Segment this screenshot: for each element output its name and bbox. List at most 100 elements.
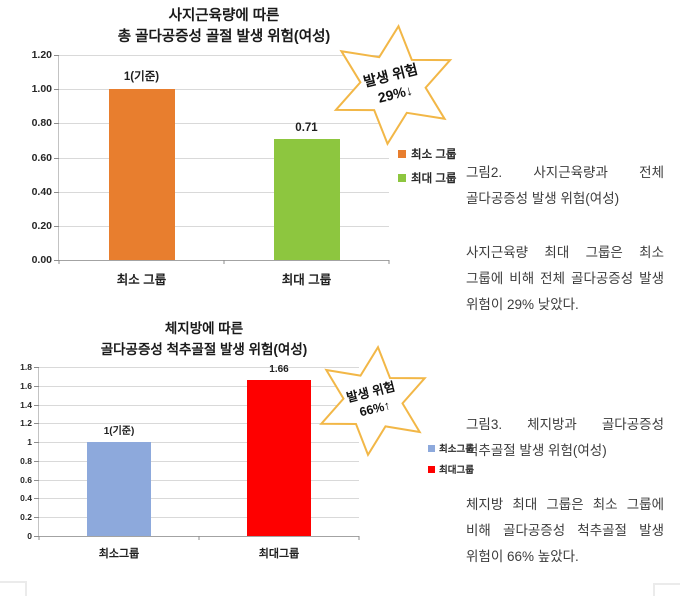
x-axis-tick xyxy=(38,536,40,540)
y-axis-label: 1.2 xyxy=(20,418,32,429)
chart1-title: 사지근육량에 따른 총 골다공증성 골절 발생 위험(여성) xyxy=(58,6,390,48)
y-axis-tick xyxy=(34,404,39,406)
legend-label-max: 최대그룹 xyxy=(439,465,474,476)
starburst-icon xyxy=(319,345,427,457)
gridline xyxy=(39,498,359,500)
bar-최소그룹 xyxy=(87,442,151,536)
figure3-caption-block: 그림3. 체지방과 골다공증성 척추골절 발생 위험(여성) 체지방 최대 그룹… xyxy=(466,412,664,570)
chart2-title: 체지방에 따른 골다공증성 척추골절 발생 위험(여성) xyxy=(38,318,370,360)
chart1-title-line2: 총 골다공증성 골절 발생 위험(여성) xyxy=(117,29,331,45)
bar-최대그룹 xyxy=(247,380,311,536)
y-axis-tick xyxy=(54,55,59,56)
y-axis-tick xyxy=(34,442,39,444)
figure2-caption-block: 그림2. 사지근육량과 전체 골다공증성 발생 위험(여성) 사지근육량 최대 … xyxy=(466,160,664,318)
legend-label-min: 최소 그룹 xyxy=(411,149,457,161)
gridline xyxy=(59,55,389,56)
gridline xyxy=(59,123,389,125)
table-cell-corner-right xyxy=(653,583,680,596)
legend-swatch-min-icon xyxy=(428,444,435,452)
legend-label-min: 최소그룹 xyxy=(439,444,474,455)
legend-swatch-min-icon xyxy=(398,150,406,158)
gridline xyxy=(39,479,359,481)
x-axis-tick xyxy=(223,260,225,264)
x-axis-tick xyxy=(198,536,200,540)
gridline xyxy=(39,423,359,425)
starburst-icon xyxy=(333,24,453,146)
bar-최소 그룹 xyxy=(108,89,175,260)
y-axis-label: 1.8 xyxy=(20,362,32,372)
bar-value-label: 1(기준) xyxy=(103,426,135,438)
x-axis-label: 최대 그룹 xyxy=(281,273,332,287)
gridline xyxy=(39,517,359,519)
y-axis-label: 1.20 xyxy=(31,49,52,61)
chart1-legend-item-max: 최대 그룹 xyxy=(398,170,457,186)
x-axis-label: 최대그룹 xyxy=(258,548,300,560)
chart2-title-line1: 체지방에 따른 xyxy=(164,321,244,336)
bar-value-label: 1.66 xyxy=(269,364,289,376)
y-axis-tick xyxy=(34,498,39,500)
y-axis-label: 0.6 xyxy=(20,474,32,485)
x-axis-tick xyxy=(358,536,360,540)
y-axis-tick xyxy=(54,123,59,125)
gridline xyxy=(39,404,359,406)
y-axis-label: 0.40 xyxy=(31,185,52,198)
figure2-caption: 그림2. 사지근육량과 전체 골다공증성 발생 위험(여성) xyxy=(466,165,664,206)
y-axis-label: 1.00 xyxy=(31,83,52,96)
y-axis-label: 0.2 xyxy=(20,512,32,523)
y-axis-tick xyxy=(54,225,59,227)
chart1-title-line1: 사지근육량에 따른 xyxy=(168,8,280,24)
y-axis-tick xyxy=(34,423,39,425)
bar-value-label: 1(기준) xyxy=(123,71,160,84)
y-axis-label: 0.20 xyxy=(31,219,52,232)
legend-swatch-max-icon xyxy=(398,174,406,182)
y-axis-label: 0 xyxy=(27,531,32,541)
y-axis-tick xyxy=(54,260,59,261)
y-axis-tick xyxy=(54,157,59,159)
gridline xyxy=(39,460,359,462)
chart2-plot-area: 1.8 1.6 1.4 1.2 1 0.8 0.6 0.4 0.2 0 1(기준) 최소그룹 1.66 최… xyxy=(20,362,360,560)
chart2-legend-item-max: 최대그룹 xyxy=(428,462,474,476)
chart2-risk-starburst: 발생 위험 66%↑ xyxy=(314,345,432,457)
legend-label-max: 최대 그룹 xyxy=(411,173,457,185)
y-axis-tick xyxy=(34,517,39,519)
y-axis-label: 1.4 xyxy=(20,399,32,410)
gridline xyxy=(39,367,359,368)
x-axis-label: 최소 그룹 xyxy=(116,273,167,287)
figure3-body-text: 체지방 최대 그룹은 최소 그룹에 비해 골다공증성 척추골절 발생 위험이 6… xyxy=(466,497,664,564)
chart1-risk-starburst: 발생 위험 29%↓ xyxy=(328,24,458,146)
gridline xyxy=(59,157,389,159)
y-axis-label: 0.80 xyxy=(31,117,52,130)
gridline xyxy=(59,191,389,193)
y-axis-tick xyxy=(34,536,39,537)
chart1-plot-area: 1.20 1.00 0.80 0.60 0.40 0.20 0.00 1(기준) 최소 그룹 0.… xyxy=(32,49,390,287)
y-axis-label: 0.8 xyxy=(20,455,32,466)
bar-value-label: 0.71 xyxy=(295,121,318,134)
figure3-caption: 그림3. 체지방과 골다공증성 척추골절 발생 위험(여성) xyxy=(466,417,664,458)
y-axis-label: 0.4 xyxy=(20,493,32,504)
chart2-title-line2: 골다공증성 척추골절 발생 위험(여성) xyxy=(100,342,308,357)
figure2-body-text: 사지근육량 최대 그룹은 최소 그룹에 비해 전체 골다공증성 발생 위험이 2… xyxy=(466,245,664,312)
table-cell-corner-left xyxy=(0,581,27,596)
chart1-legend-item-min: 최소 그룹 xyxy=(398,146,457,162)
y-axis-label: 0.60 xyxy=(31,151,52,164)
x-axis-label: 최소그룹 xyxy=(98,548,140,560)
y-axis-label: 0.00 xyxy=(31,254,52,266)
y-axis-tick xyxy=(34,479,39,481)
y-axis-tick xyxy=(34,367,39,368)
y-axis-label: 1.6 xyxy=(20,380,32,391)
x-axis-tick xyxy=(58,260,60,264)
chart2-legend-item-min: 최소그룹 xyxy=(428,441,474,455)
chart2-legend: 최소그룹 최대그룹 xyxy=(428,441,474,476)
chart1-legend: 최소 그룹 최대 그룹 xyxy=(398,146,457,186)
x-axis-tick xyxy=(388,260,390,264)
legend-swatch-max-icon xyxy=(428,465,435,473)
y-axis-tick xyxy=(54,191,59,193)
y-axis-tick xyxy=(34,385,39,387)
y-axis-tick xyxy=(34,460,39,462)
gridline xyxy=(39,385,359,387)
y-axis-tick xyxy=(54,89,59,91)
gridline xyxy=(39,442,359,444)
gridline xyxy=(59,225,389,227)
y-axis-label: 1 xyxy=(27,437,32,448)
